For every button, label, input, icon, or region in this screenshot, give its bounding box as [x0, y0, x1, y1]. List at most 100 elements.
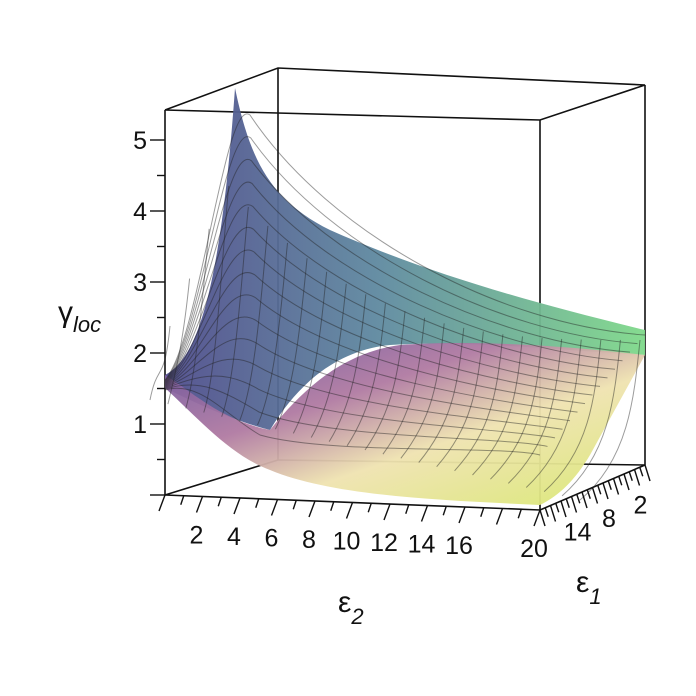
- mesh-line: [164, 338, 571, 422]
- y-axis-label: ε1: [576, 566, 602, 609]
- x-tick-mark: [233, 497, 241, 515]
- mesh-line: [382, 317, 426, 455]
- mesh-line: [292, 271, 328, 434]
- y-tick-mark: [539, 509, 546, 527]
- mesh-line: [472, 336, 523, 476]
- mesh-line: [364, 311, 406, 451]
- x-tick-label: 8: [302, 526, 316, 554]
- x-tick-mark: [195, 496, 204, 513]
- x-tick-label: 16: [445, 532, 473, 560]
- mesh-line: [221, 206, 249, 417]
- mesh-line: [164, 226, 608, 384]
- x-tick-mark: [420, 505, 429, 522]
- mesh-line: [164, 204, 616, 384]
- mesh-line: [164, 375, 556, 439]
- x-tick-mark: [330, 501, 335, 511]
- y-tick-mark: [581, 491, 588, 509]
- mesh-line: [203, 185, 230, 413]
- x-axis-tick-labels: 2 4 6 8 10 12 14 16 20: [190, 522, 548, 564]
- x-tick-mark: [480, 507, 485, 517]
- mesh-line: [346, 303, 386, 447]
- y-tick-mark: [633, 469, 641, 486]
- x-tick-mark: [158, 494, 166, 512]
- z-axis-label: γloc: [58, 296, 101, 337]
- y-tick-mark: [618, 476, 623, 486]
- mesh-line: [274, 258, 308, 430]
- mesh-line: [167, 278, 191, 405]
- z-tick-label: 3: [133, 269, 147, 297]
- surface-front-sheet: [165, 343, 645, 505]
- y-tick-mark: [549, 505, 557, 522]
- x-tick-mark: [180, 495, 185, 505]
- mesh-line: [436, 331, 484, 467]
- y-tick-label: 2: [634, 492, 648, 520]
- z-tick-label: 1: [133, 411, 147, 439]
- mesh-line: [239, 225, 269, 422]
- y-tick-mark: [639, 467, 644, 477]
- z-axis-tick-labels: 1 2 3 4 5: [133, 127, 147, 439]
- y-tick-mark: [560, 500, 567, 518]
- x-tick-mark: [255, 498, 260, 508]
- x-tick-label: 6: [265, 525, 279, 553]
- mesh-line: [149, 325, 171, 401]
- y-tick-mark: [612, 478, 620, 495]
- mesh-line: [525, 339, 582, 488]
- y-tick-mark: [586, 489, 591, 499]
- x-tick-mark: [217, 497, 222, 507]
- mesh-line: [164, 158, 631, 382]
- surface-mesh: [149, 113, 646, 501]
- x-tick-mark: [383, 503, 391, 521]
- y-tick-mark: [570, 496, 578, 513]
- x-tick-label: 20: [520, 535, 548, 563]
- mesh-line: [507, 338, 563, 484]
- mesh-line: [164, 136, 638, 382]
- y-axis-ticks: [539, 464, 651, 527]
- x-axis-ticks: [158, 494, 541, 527]
- mesh-line: [418, 327, 465, 463]
- y-tick-mark: [597, 485, 602, 495]
- y-tick-mark: [565, 498, 570, 508]
- x-tick-mark: [292, 500, 297, 510]
- mesh-line: [185, 228, 210, 409]
- box-floor-left: [164, 459, 279, 496]
- y-tick-mark: [576, 494, 581, 504]
- x-tick-mark: [442, 506, 447, 516]
- mesh-line: [164, 294, 586, 405]
- x-tick-mark: [308, 500, 316, 518]
- x-tick-label: 14: [408, 531, 436, 559]
- mesh-line: [310, 283, 347, 438]
- mesh-line: [164, 181, 623, 383]
- surface-back-sheet: [165, 88, 645, 430]
- x-tick-label: 2: [190, 522, 204, 550]
- mesh-line: [543, 339, 602, 493]
- z-tick-label: 2: [133, 340, 147, 368]
- mesh-line: [164, 384, 548, 447]
- x-tick-mark: [495, 508, 504, 525]
- mesh-line: [561, 339, 621, 497]
- x-tick-mark: [533, 509, 541, 527]
- mesh-line: [490, 337, 543, 480]
- x-axis-label: ε2: [338, 586, 364, 629]
- mesh-line: [579, 339, 641, 501]
- y-tick-mark: [623, 473, 630, 491]
- y-tick-label: 14: [564, 519, 592, 547]
- x-tick-mark: [517, 509, 522, 519]
- y-tick-mark: [591, 487, 599, 504]
- mesh-line: [164, 316, 578, 413]
- mesh-line: [164, 113, 646, 381]
- y-tick-mark: [602, 482, 609, 500]
- x-tick-label: 10: [333, 528, 361, 556]
- x-tick-label: 12: [370, 529, 398, 557]
- x-tick-mark: [345, 502, 354, 519]
- y-tick-mark: [607, 480, 612, 490]
- y-tick-mark: [644, 464, 651, 482]
- x-tick-mark: [270, 499, 279, 516]
- surface: [149, 88, 646, 505]
- x-tick-mark: [458, 506, 466, 524]
- x-tick-mark: [405, 504, 410, 514]
- mesh-line: [257, 242, 288, 426]
- mesh-line: [164, 358, 563, 430]
- y-tick-mark: [544, 507, 549, 517]
- mesh-line: [164, 387, 541, 456]
